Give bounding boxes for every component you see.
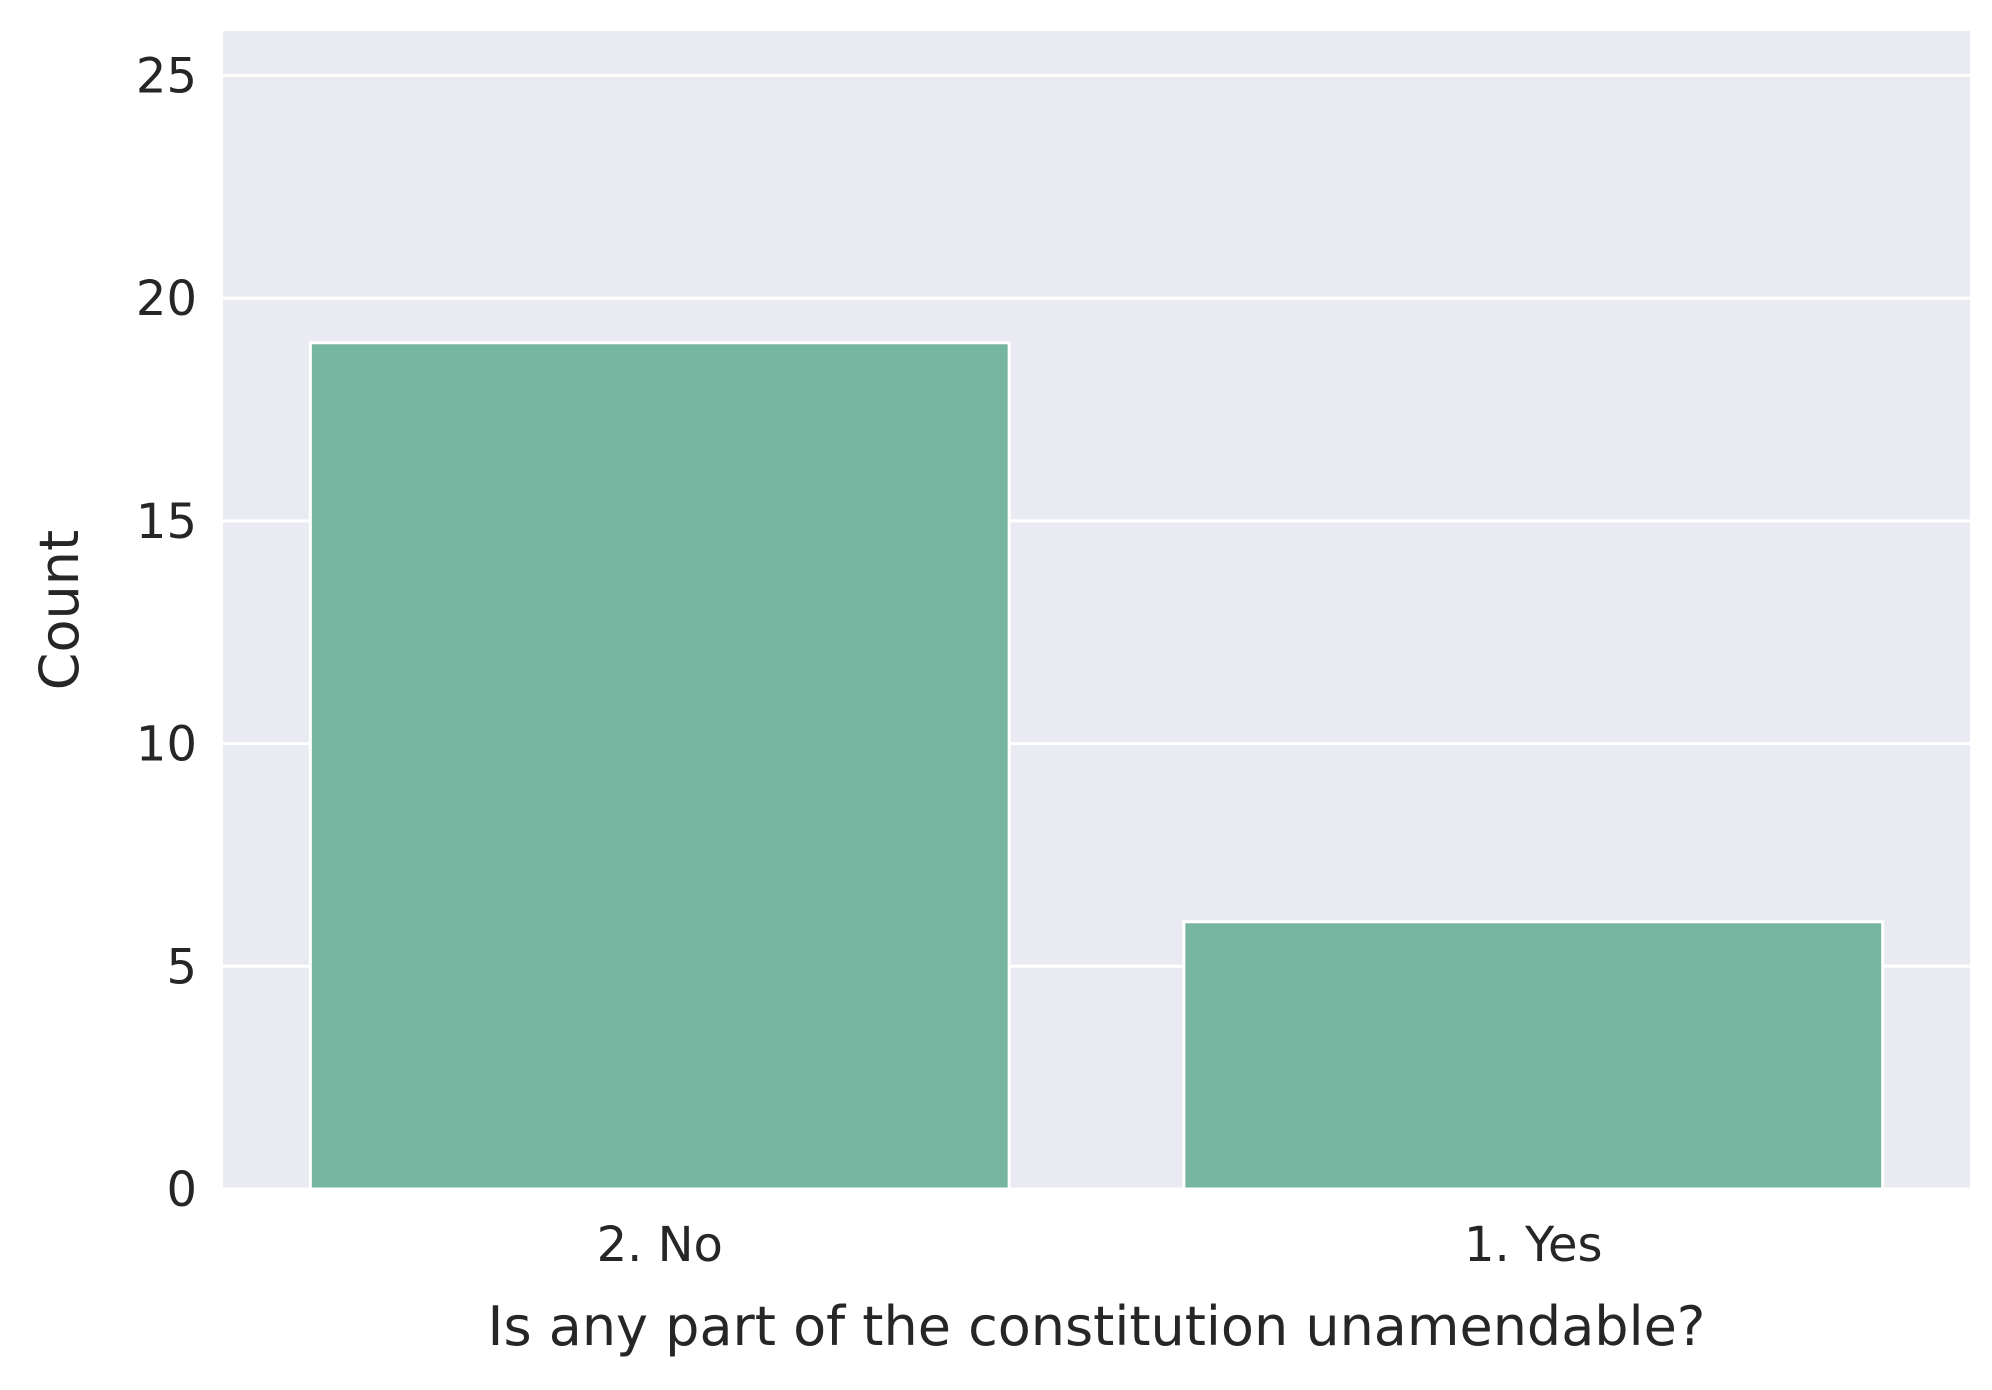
bar [1182,920,1885,1191]
y-axis-label: Count [28,530,91,690]
x-tick-label: 1. Yes [1464,1217,1603,1273]
bars [308,341,1885,1191]
x-tick-label: 2. No [597,1217,723,1273]
x-tick-labels: 2. No 1. Yes [597,1217,1603,1273]
bar [308,341,1011,1191]
y-tick-labels: 0 5 10 15 20 25 [136,49,197,1218]
y-tick-label: 5 [166,939,197,995]
y-tick-label: 0 [166,1162,197,1218]
y-tick-label: 20 [136,271,197,327]
y-tick-label: 15 [136,494,197,550]
x-axis-label: Is any part of the constitution unamenda… [488,1295,1706,1358]
y-tick-label: 25 [136,49,197,105]
y-tick-label: 10 [136,717,197,773]
